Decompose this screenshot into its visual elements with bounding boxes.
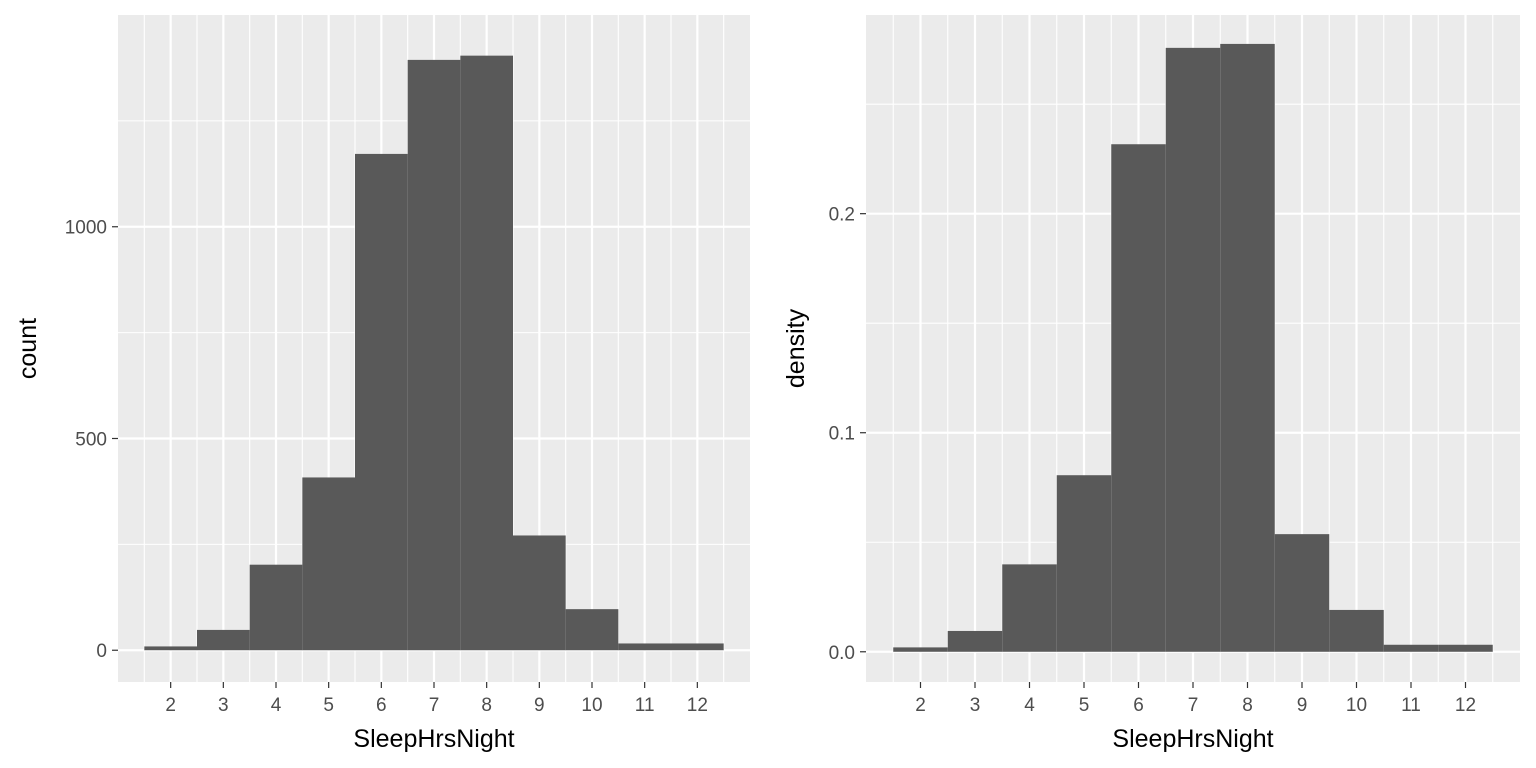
y-tick-label: 0 xyxy=(96,641,107,662)
x-tick-label: 5 xyxy=(323,695,334,716)
histogram-bar xyxy=(1056,475,1112,652)
x-tick-label: 8 xyxy=(481,695,492,716)
x-tick-label: 7 xyxy=(1188,695,1199,716)
x-tick-label: 10 xyxy=(1346,695,1367,716)
histogram-bar xyxy=(355,153,408,651)
histogram-bar xyxy=(144,646,197,651)
x-tick-label: 3 xyxy=(970,695,981,716)
y-tick-label: 1000 xyxy=(65,218,107,239)
histogram-bar xyxy=(893,647,948,652)
histogram-bar xyxy=(1111,144,1166,652)
x-axis-title: SleepHrsNight xyxy=(353,725,514,753)
x-tick-label: 8 xyxy=(1242,695,1253,716)
x-tick-label: 7 xyxy=(429,695,440,716)
x-tick-label: 2 xyxy=(915,695,926,716)
x-tick-label: 9 xyxy=(534,695,545,716)
y-axis-title: count xyxy=(14,318,42,379)
x-tick-label: 3 xyxy=(218,695,229,716)
density-histogram-panel: 2 3 4 5 6 7 8 9 10 11 12 0.0 0.1 0.2 SleepHrsNight dens… xyxy=(782,15,1520,753)
histogram-bar xyxy=(302,477,355,651)
histogram-bar xyxy=(513,535,566,651)
x-tick-label: 10 xyxy=(581,695,602,716)
x-tick-label: 6 xyxy=(1133,695,1144,716)
histogram-bar xyxy=(1274,534,1330,652)
histogram-bar xyxy=(249,564,303,651)
histogram-bar xyxy=(1220,43,1275,652)
y-tick-label: 0.2 xyxy=(829,205,855,226)
y-tick-label: 0.0 xyxy=(829,643,855,664)
x-tick-label: 5 xyxy=(1079,695,1090,716)
y-axis-title: density xyxy=(782,308,810,388)
x-tick-label: 6 xyxy=(376,695,387,716)
x-tick-label: 12 xyxy=(687,695,708,716)
histogram-bar xyxy=(1438,644,1493,652)
x-tick-label: 4 xyxy=(271,695,282,716)
count-histogram-panel: 2 3 4 5 6 7 8 9 10 11 12 0 500 1000 SleepHrsNight count xyxy=(14,15,750,753)
x-tick-label: 9 xyxy=(1297,695,1308,716)
y-tick-label: 0.1 xyxy=(829,424,855,445)
histogram-bar xyxy=(407,59,461,651)
histogram-bar xyxy=(1002,564,1057,652)
x-tick-label: 11 xyxy=(635,695,655,716)
x-tick-label: 4 xyxy=(1024,695,1035,716)
histogram-bar xyxy=(947,630,1003,652)
histogram-bar xyxy=(618,643,671,651)
histogram-bar xyxy=(197,629,250,651)
histogram-bar xyxy=(565,609,619,651)
histogram-bar xyxy=(1329,609,1384,652)
histogram-bar xyxy=(671,643,724,651)
x-tick-label: 2 xyxy=(165,695,176,716)
y-tick-label: 500 xyxy=(75,429,107,450)
histogram-bar xyxy=(1165,47,1221,652)
histogram-bar xyxy=(1383,644,1439,652)
x-tick-label: 11 xyxy=(1401,695,1421,716)
histogram-bar xyxy=(460,55,513,651)
x-tick-label: 12 xyxy=(1455,695,1476,716)
x-axis-title: SleepHrsNight xyxy=(1112,725,1273,753)
